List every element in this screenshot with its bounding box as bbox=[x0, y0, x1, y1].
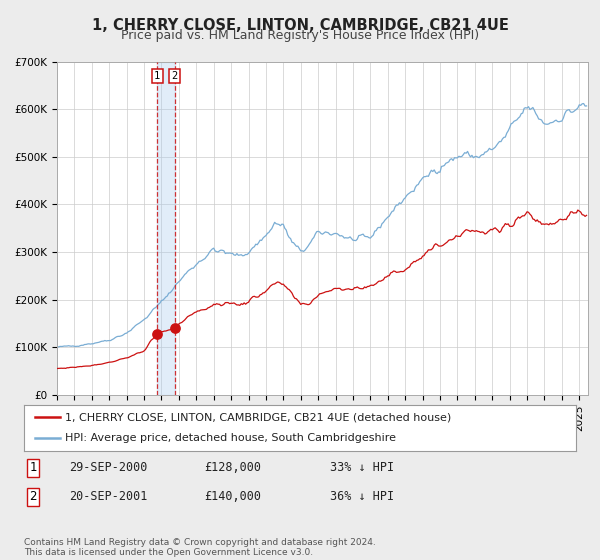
Text: Contains HM Land Registry data © Crown copyright and database right 2024.
This d: Contains HM Land Registry data © Crown c… bbox=[24, 538, 376, 557]
Text: 2: 2 bbox=[29, 490, 37, 503]
Point bbox=[152, 329, 162, 338]
Text: 1, CHERRY CLOSE, LINTON, CAMBRIDGE, CB21 4UE (detached house): 1, CHERRY CLOSE, LINTON, CAMBRIDGE, CB21… bbox=[65, 412, 452, 422]
Text: 1, CHERRY CLOSE, LINTON, CAMBRIDGE, CB21 4UE: 1, CHERRY CLOSE, LINTON, CAMBRIDGE, CB21… bbox=[92, 18, 508, 33]
Text: 1: 1 bbox=[29, 461, 37, 474]
Text: £140,000: £140,000 bbox=[204, 490, 261, 503]
Text: 33% ↓ HPI: 33% ↓ HPI bbox=[330, 461, 394, 474]
Text: 1: 1 bbox=[154, 71, 160, 81]
Text: 20-SEP-2001: 20-SEP-2001 bbox=[69, 490, 148, 503]
Text: 2: 2 bbox=[172, 71, 178, 81]
Text: 29-SEP-2000: 29-SEP-2000 bbox=[69, 461, 148, 474]
Text: £128,000: £128,000 bbox=[204, 461, 261, 474]
Point bbox=[170, 324, 179, 333]
Text: Price paid vs. HM Land Registry's House Price Index (HPI): Price paid vs. HM Land Registry's House … bbox=[121, 29, 479, 42]
Text: 36% ↓ HPI: 36% ↓ HPI bbox=[330, 490, 394, 503]
Text: HPI: Average price, detached house, South Cambridgeshire: HPI: Average price, detached house, Sout… bbox=[65, 433, 397, 444]
Bar bbox=[157, 62, 175, 395]
